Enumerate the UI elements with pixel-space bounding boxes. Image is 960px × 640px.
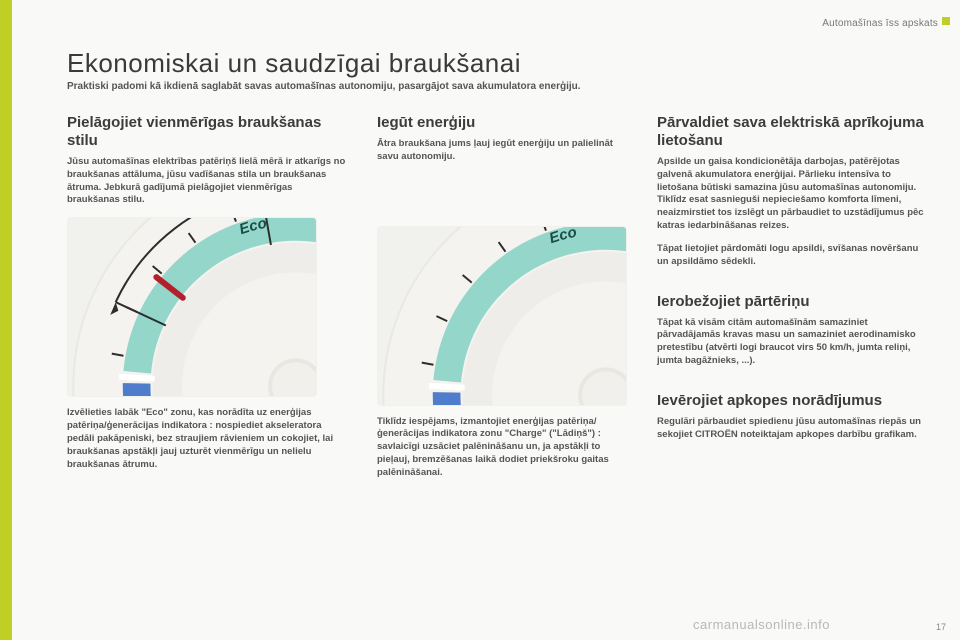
page-title: Ekonomiskai un saudzīgai braukšanai (67, 48, 930, 79)
accent-box (942, 17, 950, 25)
col-a-text: Jūsu automašīnas elektrības patēriņš lie… (67, 156, 347, 207)
column-c: Pārvaldiet sava elektriskā aprīkojuma li… (657, 114, 930, 480)
page-number: 17 (936, 622, 946, 632)
col-b-heading: Iegūt enerģiju (377, 114, 627, 132)
col-c-s1-p2: Tāpat lietojiet pārdomāti logu apsildi, … (657, 243, 930, 269)
col-c-s1-heading: Pārvaldiet sava elektriskā aprīkojuma li… (657, 114, 930, 150)
col-b-text: Ātra braukšana jums ļauj iegūt enerģiju … (377, 138, 627, 164)
col-a-caption: Izvēlieties labāk "Eco" zonu, kas norādī… (67, 407, 347, 471)
page-subtitle: Praktiski padomi kā ikdienā saglabāt sav… (67, 81, 930, 92)
column-a: Pielāgojiet vienmērīgas braukšanas stilu… (67, 114, 347, 480)
column-b: Iegūt enerģiju Ātra braukšana jums ļauj … (377, 114, 627, 480)
header-section: Automašīnas īss apskats (822, 18, 938, 29)
col-c-s2-heading: Ierobežojiet pārtēriņu (657, 293, 930, 311)
col-c-s3-p: Regulāri pārbaudiet spiedienu jūsu autom… (657, 416, 930, 442)
col-a-heading: Pielāgojiet vienmērīgas braukšanas stilu (67, 114, 347, 150)
footer-watermark: carmanualsonline.info (693, 617, 830, 632)
col-c-s1-p1: Apsilde un gaisa kondicionētāja darbojas… (657, 156, 930, 233)
col-c-s2-p: Tāpat kā visām citām automašīnām samazin… (657, 317, 930, 368)
col-b-caption: Tiklīdz iespējams, izmantojiet enerģijas… (377, 416, 627, 480)
columns: Pielāgojiet vienmērīgas braukšanas stilu… (67, 114, 930, 480)
content-area: Ekonomiskai un saudzīgai braukšanai Prak… (67, 48, 930, 610)
gauge-charge: EcoCharge (377, 226, 627, 406)
gauge-eco: EcoCharge (67, 217, 317, 397)
col-c-s3-heading: Ievērojiet apkopes norādījumus (657, 392, 930, 410)
